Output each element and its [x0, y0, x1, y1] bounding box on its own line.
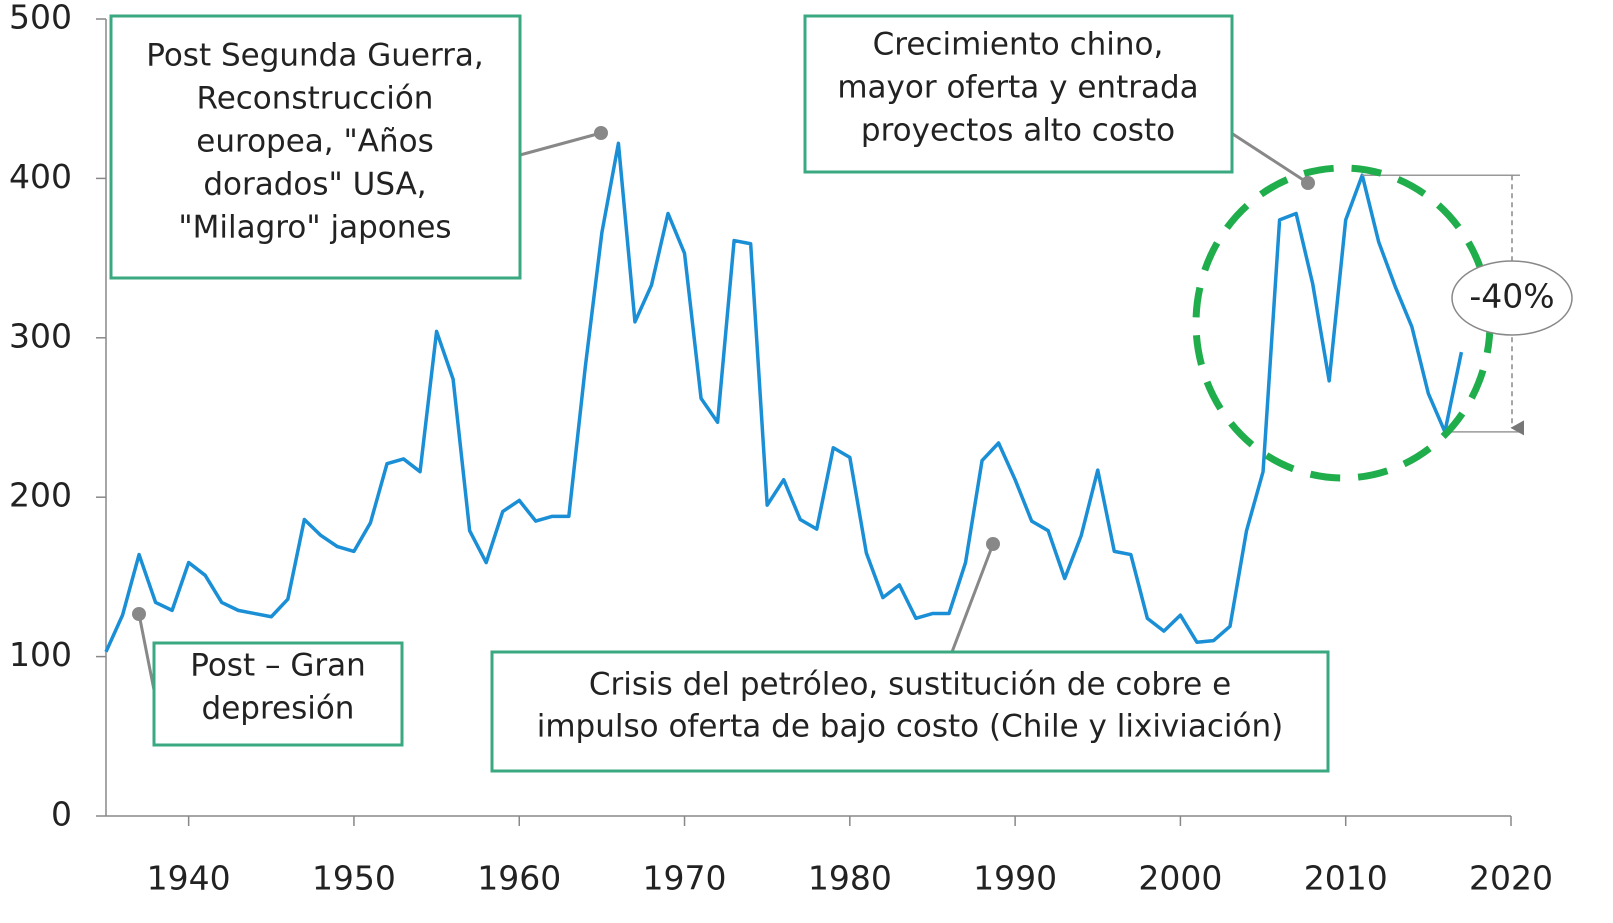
- annotation-box: [152, 641, 404, 747]
- y-tick-label: 200: [9, 476, 72, 515]
- annotation-box: [109, 14, 522, 280]
- annotation-box: [803, 14, 1234, 174]
- x-tick-label: 1960: [477, 859, 561, 898]
- x-tick-label: 1970: [643, 859, 727, 898]
- x-tick-label: 1990: [973, 859, 1057, 898]
- annotation-text: depresión: [202, 691, 355, 727]
- annotation-text: proyectos alto costo: [861, 113, 1175, 149]
- annotation-text: europea, "Años: [196, 124, 433, 160]
- annotation-text: mayor oferta y entrada: [837, 70, 1198, 106]
- annotation-box: [490, 650, 1330, 773]
- y-tick-label: 400: [9, 157, 72, 196]
- x-tick-label: 2010: [1304, 859, 1388, 898]
- annotation-text: Crisis del petróleo, sustitución de cobr…: [589, 667, 1231, 703]
- x-tick-label: 2000: [1138, 859, 1222, 898]
- y-tick-label: 500: [9, 0, 72, 37]
- annotation-text: Post Segunda Guerra,: [146, 38, 484, 74]
- callout-line: [950, 543, 995, 653]
- change-label: -40%: [1469, 277, 1554, 316]
- price-line: [104, 141, 1464, 653]
- callout-line: [519, 131, 602, 157]
- y-tick-label: 0: [51, 795, 72, 834]
- annotation-text: Post – Gran: [190, 648, 365, 684]
- highlight-circle: [1192, 164, 1494, 482]
- change-badge: [1451, 260, 1573, 336]
- x-tick-label: 1980: [808, 859, 892, 898]
- callout-line: [137, 613, 156, 691]
- annotation-text: impulso oferta de bajo costo (Chile y li…: [537, 709, 1284, 745]
- callout-dot: [1301, 176, 1315, 190]
- annotation-text: dorados" USA,: [203, 167, 426, 203]
- annotation-text: Reconstrucción: [197, 81, 434, 117]
- x-tick-label: 1950: [312, 859, 396, 898]
- callout-line: [1221, 125, 1309, 185]
- callout-dot: [594, 126, 608, 140]
- callout-dot: [132, 607, 146, 621]
- annotation-text: Crecimiento chino,: [873, 27, 1164, 63]
- x-tick-label: 2020: [1469, 859, 1553, 898]
- y-tick-label: 100: [9, 635, 72, 674]
- callout-dot: [986, 537, 1000, 551]
- annotation-text: "Milagro" japones: [178, 210, 451, 246]
- x-tick-label: 1940: [147, 859, 231, 898]
- y-tick-label: 300: [9, 316, 72, 355]
